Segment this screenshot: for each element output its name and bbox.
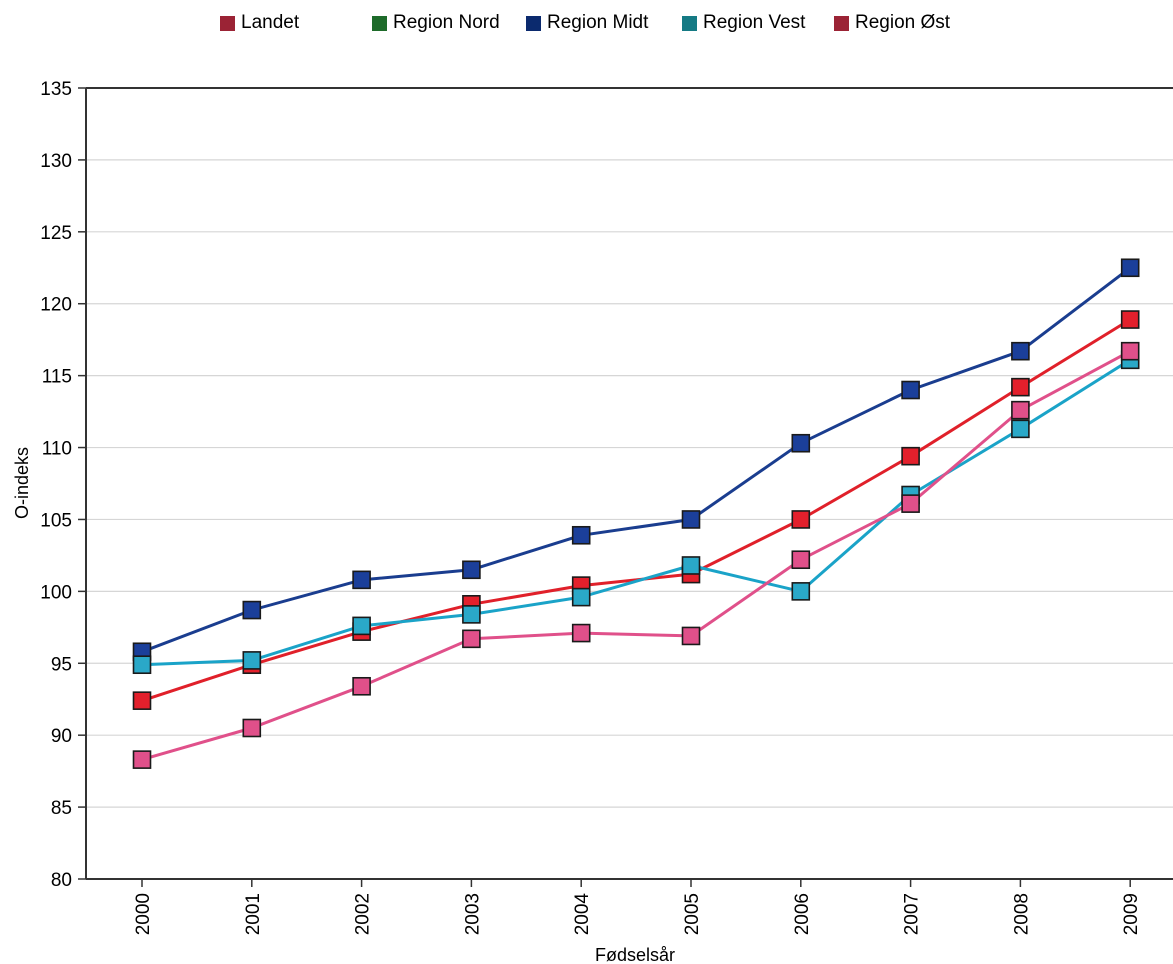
data-point-region-midt-2001 [242, 600, 262, 620]
legend-item-region-nord: Region Nord [372, 12, 500, 34]
y-tick-label-80: 80 [51, 870, 72, 891]
legend-label-region-ost: Region Øst [855, 12, 951, 33]
x-axis-title: Fødselsår [595, 945, 675, 964]
legend-item-region-vest: Region Vest [682, 12, 805, 34]
legend-item-region-midt: Region Midt [526, 12, 648, 34]
x-tick-label-2009: 2009 [1121, 893, 1142, 935]
legend-label-region-vest: Region Vest [703, 12, 806, 33]
legend-swatch-region-ost [834, 15, 849, 31]
data-point-region-midt-2005 [681, 510, 701, 529]
legend-swatch-region-vest [682, 15, 697, 31]
data-point-region-ost-2007 [901, 494, 920, 513]
series-line-landet [141, 318, 1131, 703]
data-point-region-ost-2001 [242, 718, 262, 738]
data-point-region-midt-2004 [571, 525, 591, 545]
y-tick-label-110: 110 [42, 439, 72, 460]
chart-gridlines [86, 159, 1173, 808]
data-point-region-vest-2002 [352, 616, 371, 636]
legend-item-region-ost: Region Øst [834, 12, 950, 34]
x-tick-label-2007: 2007 [902, 893, 923, 935]
series-lines [141, 266, 1132, 762]
x-tick-label-2001: 2001 [243, 893, 264, 935]
data-point-region-vest-2003 [462, 605, 481, 624]
x-tick-label-2006: 2006 [792, 893, 813, 935]
data-point-region-ost-2008 [1011, 400, 1030, 420]
series-line-region-ost [141, 349, 1131, 762]
data-point-region-ost-2000 [132, 750, 152, 769]
x-axis-ticks: 2000 2001 2002 2003 2004 2005 2006 2007 2008 2009 [133, 879, 1142, 935]
series-markers [132, 258, 1140, 769]
data-point-region-vest-2004 [571, 587, 591, 607]
y-tick-label-85: 85 [51, 798, 72, 819]
y-tick-label-120: 120 [40, 295, 72, 316]
data-point-region-midt-2009 [1120, 258, 1140, 278]
x-tick-label-2005: 2005 [682, 893, 703, 935]
data-point-landet-2008 [1011, 377, 1030, 397]
legend-swatch-region-nord [372, 15, 387, 31]
x-tick-label-2000: 2000 [133, 893, 154, 935]
data-point-landet-2009 [1120, 310, 1140, 329]
x-tick-label-2003: 2003 [462, 893, 483, 935]
data-point-region-ost-2004 [571, 623, 591, 643]
data-point-region-midt-2007 [901, 380, 920, 400]
data-point-region-vest-2006 [791, 582, 811, 601]
y-tick-label-125: 125 [40, 223, 72, 244]
y-tick-label-100: 100 [40, 582, 72, 603]
chart-axes [85, 87, 1173, 880]
data-point-region-midt-2006 [791, 433, 811, 453]
y-tick-label-115: 115 [42, 367, 72, 388]
y-tick-label-95: 95 [51, 654, 72, 675]
legend-item-landet: Landet [220, 12, 299, 34]
legend-label-region-nord: Region Nord [393, 12, 500, 33]
data-point-region-ost-2005 [681, 626, 701, 646]
y-tick-label-130: 130 [40, 151, 72, 172]
data-point-landet-2006 [791, 510, 811, 529]
y-tick-label-135: 135 [40, 79, 72, 100]
data-point-landet-2000 [132, 691, 152, 710]
data-point-region-ost-2006 [791, 550, 811, 570]
series-line-region-midt [141, 266, 1132, 654]
data-point-region-vest-2005 [681, 556, 701, 575]
x-tick-label-2002: 2002 [353, 893, 374, 935]
x-tick-label-2008: 2008 [1011, 893, 1032, 935]
legend-swatch-landet [220, 15, 235, 31]
data-point-landet-2007 [901, 446, 920, 466]
y-axis-ticks: 80 85 90 95 100 105 110 115 120 125 130 135 [40, 79, 86, 891]
data-point-region-ost-2003 [462, 629, 481, 649]
y-axis-title: O-indeks [12, 447, 32, 519]
y-tick-label-105: 105 [40, 510, 72, 531]
legend-swatch-region-midt [526, 15, 541, 31]
data-point-region-midt-2008 [1011, 341, 1030, 361]
legend-label-landet: Landet [241, 12, 300, 33]
legend-label-region-midt: Region Midt [547, 12, 649, 33]
data-point-region-ost-2009 [1120, 341, 1140, 361]
data-point-region-midt-2002 [352, 570, 371, 590]
series-line-region-vest [141, 358, 1131, 667]
data-point-region-midt-2003 [462, 560, 481, 580]
x-tick-label-2004: 2004 [572, 893, 593, 936]
data-point-region-vest-2008 [1011, 419, 1030, 439]
data-point-region-ost-2002 [352, 676, 371, 696]
data-point-region-vest-2001 [242, 651, 262, 670]
data-point-region-vest-2000 [132, 655, 152, 675]
y-tick-label-90: 90 [51, 726, 72, 747]
